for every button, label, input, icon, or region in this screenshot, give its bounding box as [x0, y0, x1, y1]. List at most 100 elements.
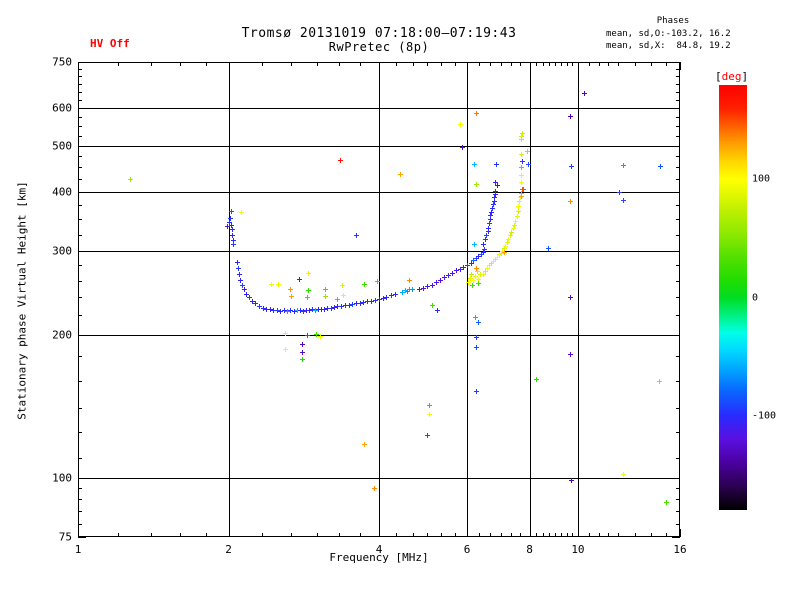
x-axis-tick [634, 62, 636, 66]
x-axis-tick [572, 62, 574, 66]
data-point [512, 222, 518, 228]
y-axis-tick [78, 99, 82, 101]
x-axis-tick [205, 62, 207, 66]
x-tick-label: 16 [673, 543, 687, 556]
y-axis-tick [676, 499, 680, 501]
data-point [227, 216, 233, 222]
data-point [473, 266, 479, 272]
data-point [488, 261, 494, 267]
data-point [268, 281, 274, 287]
data-point [313, 308, 319, 314]
data-point [492, 195, 498, 201]
data-point [519, 179, 525, 185]
data-point [392, 292, 398, 298]
data-point [242, 287, 248, 293]
phases-stats-title: Phases [656, 16, 690, 26]
y-tick-label: 100 [52, 471, 72, 485]
y-axis-tick [78, 179, 82, 181]
x-axis-tick [542, 533, 544, 537]
data-point [467, 276, 473, 282]
gridline-vertical [529, 62, 531, 537]
x-axis-tick [427, 533, 429, 537]
data-point [361, 300, 367, 306]
data-point [271, 308, 277, 314]
x-axis-tick [205, 533, 207, 537]
data-point [485, 266, 491, 272]
x-axis-tick [412, 62, 414, 66]
y-axis-tick [672, 477, 680, 479]
data-point [616, 189, 622, 195]
data-point [519, 137, 525, 143]
y-axis-tick [78, 251, 86, 253]
data-point [335, 296, 341, 302]
data-point [429, 302, 435, 308]
y-axis-tick [78, 280, 82, 282]
data-point [421, 285, 427, 291]
data-point [282, 330, 288, 336]
data-point [460, 144, 466, 150]
data-point [323, 287, 329, 293]
colorbar-tick-label: 100 [752, 173, 771, 185]
data-point [397, 171, 403, 177]
data-point [400, 289, 406, 295]
data-point [434, 308, 440, 314]
x-axis-tick [510, 533, 512, 537]
x-axis-tick [500, 62, 502, 66]
data-point [304, 332, 310, 338]
data-point [283, 346, 289, 352]
x-axis-tick [441, 62, 443, 66]
y-axis-tick [78, 76, 82, 78]
x-axis-tick [441, 533, 443, 537]
y-axis-tick [78, 297, 82, 299]
x-axis-tick [180, 62, 182, 66]
data-point [299, 342, 305, 348]
data-point [365, 299, 371, 305]
x-axis-tick [577, 529, 579, 537]
gridline-horizontal [78, 251, 680, 253]
x-axis-tick [379, 529, 380, 537]
x-axis-tick [651, 533, 652, 537]
x-axis-tick [665, 62, 667, 66]
data-point [235, 260, 241, 266]
data-point [568, 295, 574, 301]
data-point [475, 280, 481, 286]
colorbar-title-bracket-close: ] [741, 70, 749, 83]
data-point [501, 246, 507, 252]
data-point [289, 294, 295, 300]
x-axis-tick [529, 529, 531, 537]
y-axis-tick [676, 167, 680, 169]
data-point [362, 441, 368, 447]
x-axis-tick [379, 62, 380, 70]
data-point [476, 253, 482, 259]
data-point [315, 307, 321, 313]
x-axis-tick [228, 529, 230, 537]
data-point [569, 477, 575, 483]
data-point [473, 111, 479, 117]
x-axis-tick [561, 62, 563, 66]
data-point [426, 412, 432, 418]
y-axis-tick [78, 68, 82, 70]
data-point [350, 302, 356, 308]
data-point [287, 287, 293, 293]
y-axis-tick [78, 477, 86, 479]
y-axis-tick [78, 234, 82, 236]
x-axis-tick [490, 533, 492, 537]
data-point [479, 252, 485, 258]
y-axis-tick [672, 251, 680, 253]
data-point [520, 186, 526, 192]
x-axis-tick [542, 62, 544, 66]
x-axis-tick [396, 533, 398, 537]
y-tick-label: 75 [58, 530, 72, 544]
data-point [377, 296, 382, 302]
data-point [461, 265, 467, 271]
x-axis-tick [490, 62, 492, 66]
data-point [380, 295, 386, 301]
data-point [471, 258, 477, 264]
y-axis-tick [676, 219, 680, 221]
y-axis-tick [78, 204, 82, 206]
data-point [244, 291, 250, 297]
x-axis-tick [78, 62, 79, 70]
x-axis-tick [555, 62, 557, 66]
colorbar-tick-label: -100 [752, 410, 777, 422]
x-axis-tick [536, 533, 538, 537]
